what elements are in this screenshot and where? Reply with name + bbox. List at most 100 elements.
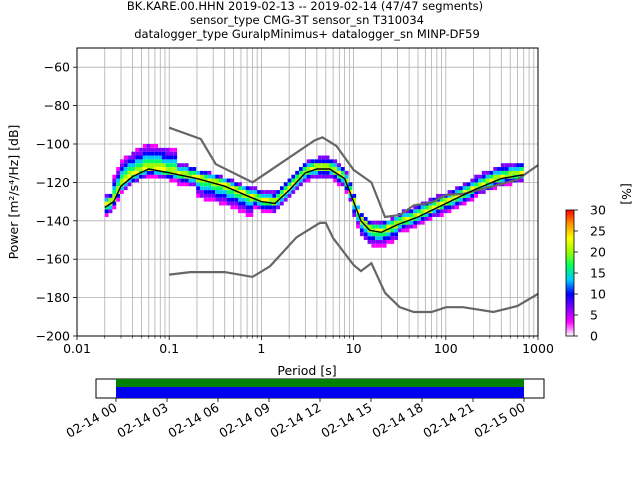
heatmap-cell (253, 193, 258, 198)
heatmap-cell (314, 170, 319, 175)
heatmap-cell (325, 159, 330, 164)
heatmap-cell (203, 190, 208, 194)
heatmap-cell (131, 151, 136, 156)
heatmap-cell (192, 167, 197, 171)
heatmap-cell (340, 182, 345, 187)
heatmap-cell (150, 144, 155, 148)
heatmap-cell (150, 174, 155, 179)
title-line-2: sensor_type CMG-3T sensor_sn T310034 (190, 13, 424, 27)
heatmap-cell (226, 178, 231, 183)
heatmap-cell (466, 182, 471, 187)
coverage-psd-band (116, 379, 524, 387)
heatmap-cell (424, 205, 429, 210)
heatmap-cell (504, 178, 509, 183)
heatmap-cell (478, 190, 482, 194)
heatmap-cell (199, 182, 204, 187)
heatmap-cell (222, 186, 227, 191)
heatmap-cell (295, 170, 300, 175)
heatmap-cell (123, 170, 128, 175)
heatmap-cell (112, 201, 117, 206)
heatmap-cell (516, 170, 520, 175)
heatmap-cell (356, 224, 360, 229)
heatmap-cell (363, 220, 368, 225)
heatmap-cell (241, 205, 246, 210)
heatmap-cell (413, 216, 418, 221)
colorbar-tick-label: 15 (590, 266, 606, 281)
heatmap-cell (268, 197, 273, 202)
heatmap-cell (230, 182, 235, 187)
heatmap-cell (119, 170, 124, 175)
heatmap-cell (409, 213, 414, 217)
heatmap-cell (161, 167, 166, 171)
heatmap-cell (386, 232, 391, 237)
heatmap-cell (199, 174, 204, 179)
colorbar-tick-label: 10 (590, 287, 606, 302)
heatmap-cell (169, 155, 174, 160)
heatmap-cell (207, 197, 212, 202)
heatmap-cell (318, 163, 322, 168)
heatmap-cell (158, 147, 162, 152)
heatmap-cell (104, 209, 109, 214)
heatmap-cell (363, 232, 368, 237)
heatmap-cell (344, 174, 349, 179)
heatmap-cell (386, 220, 391, 225)
heatmap-cell (108, 209, 113, 214)
heatmap-cell (359, 213, 364, 217)
heatmap-cell (139, 174, 143, 179)
heatmap-cell (439, 201, 444, 206)
heatmap-cell (474, 174, 479, 179)
heatmap-cell (173, 178, 178, 183)
heatmap-cell (371, 236, 376, 240)
heatmap-cell (337, 170, 341, 175)
heatmap-cell (139, 155, 143, 160)
coverage-tick-label: 02-14 21 (420, 400, 476, 441)
heatmap-cell (245, 190, 250, 194)
heatmap-cell (123, 186, 128, 191)
heatmap-cell (398, 224, 402, 229)
heatmap-cell (417, 209, 421, 214)
heatmap-cell (119, 174, 124, 179)
heatmap-cell (165, 151, 170, 156)
heatmap-cell (169, 159, 174, 164)
heatmap-cell (180, 170, 185, 175)
heatmap-cell (142, 167, 147, 171)
heatmap-cell (394, 224, 399, 229)
y-tick-label: −140 (36, 213, 70, 228)
heatmap-cell (321, 159, 326, 164)
heatmap-cell (260, 193, 265, 198)
heatmap-cell (245, 205, 250, 210)
heatmap-cell (291, 178, 296, 183)
heatmap-cell (192, 174, 197, 179)
heatmap-cell (234, 186, 239, 191)
heatmap-cell (371, 232, 376, 237)
heatmap-cell (112, 193, 117, 198)
heatmap-cell (249, 213, 254, 217)
heatmap-cell (161, 174, 166, 179)
heatmap-cell (489, 186, 494, 191)
y-axis-label: Power [m²/s⁴/Hz] [dB] (6, 125, 21, 260)
heatmap-cell (154, 155, 159, 160)
heatmap-cell (314, 163, 319, 168)
heatmap-cell (279, 186, 284, 191)
heatmap-cell (131, 178, 136, 183)
heatmap-cell (146, 159, 151, 164)
heatmap-cell (169, 151, 174, 156)
heatmap-cell (306, 178, 311, 183)
heatmap-cell (474, 190, 479, 194)
heatmap-cell (238, 205, 242, 210)
heatmap-cell (283, 190, 288, 194)
heatmap-cell (295, 182, 300, 187)
heatmap-cell (371, 240, 376, 244)
heatmap-cell (104, 197, 109, 202)
colorbar-bar (565, 209, 575, 337)
heatmap-cell (131, 170, 136, 175)
heatmap-cell (474, 186, 479, 191)
heatmap-cell (462, 197, 467, 202)
heatmap-cell (230, 197, 235, 202)
heatmap-cell (344, 170, 349, 175)
heatmap-cell (329, 163, 334, 168)
heatmap-cell (485, 174, 490, 179)
heatmap-cell (165, 155, 170, 160)
heatmap-cell (352, 197, 357, 202)
